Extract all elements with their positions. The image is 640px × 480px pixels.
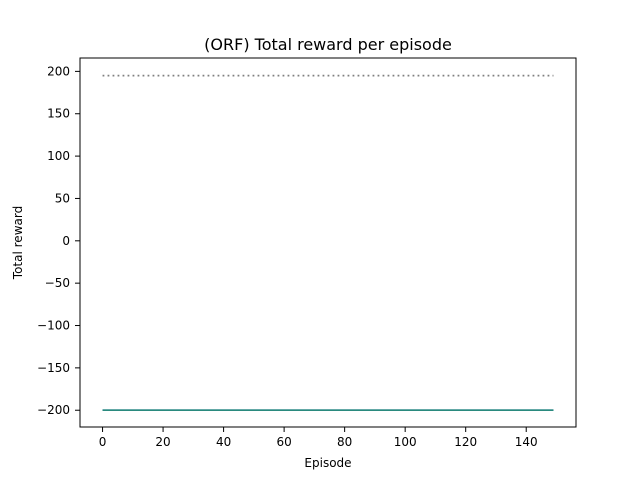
y-tick-label-1: −200 (37, 403, 70, 417)
x-tick-label-1: 0 (99, 435, 107, 449)
x-tick-label-7: 120 (454, 435, 477, 449)
y-tick-label-6: 50 (55, 191, 70, 205)
x-tick-label-8: 140 (515, 435, 538, 449)
chart-title: (ORF) Total reward per episode (204, 35, 452, 54)
y-axis: −200 −150 −100 −50 0 50 100 150 200 (37, 64, 80, 417)
y-tick-label-3: −100 (37, 319, 70, 333)
series-layer (102, 74, 554, 412)
y-tick-label-2: −150 (37, 361, 70, 375)
y-tick-label-8: 150 (47, 107, 70, 121)
plot-area (80, 58, 576, 427)
y-tick-label-5: 0 (62, 234, 70, 248)
x-axis: 0 20 40 60 80 100 120 140 (99, 427, 538, 449)
x-tick-label-4: 60 (276, 435, 291, 449)
plot-frame (79, 57, 577, 428)
x-tick-label-6: 100 (394, 435, 417, 449)
y-tick-label-7: 100 (47, 149, 70, 163)
y-tick-label-9: 200 (47, 64, 70, 78)
y-axis-label: Total reward (11, 206, 25, 280)
y-tick-label-4: −50 (45, 276, 70, 290)
x-tick-label-3: 40 (216, 435, 231, 449)
x-tick-label-5: 80 (337, 435, 352, 449)
x-axis-label: Episode (304, 456, 351, 470)
x-tick-label-2: 20 (155, 435, 170, 449)
